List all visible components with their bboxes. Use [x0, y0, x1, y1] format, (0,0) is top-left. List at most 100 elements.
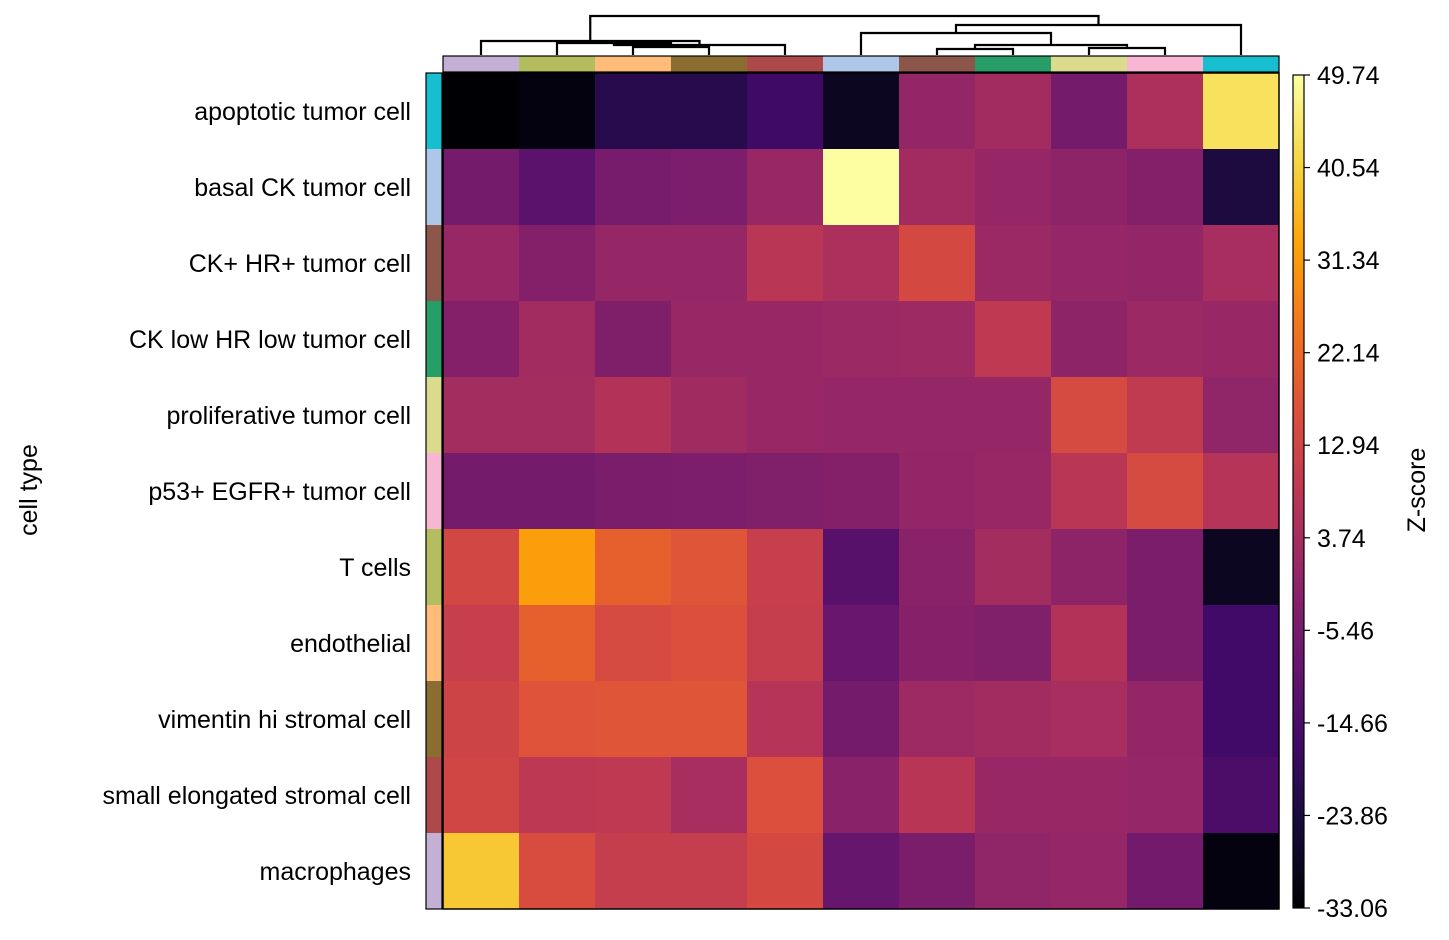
column-color-swatch [1203, 56, 1280, 72]
heatmap-cell [899, 681, 976, 758]
heatmap-cell [519, 73, 596, 150]
colorbar-tick-label: 40.54 [1317, 155, 1380, 183]
y-axis-label: cell type [15, 444, 43, 536]
row-color-swatch [426, 529, 442, 606]
heatmap-cell [1127, 529, 1204, 606]
heatmap-cell [1051, 301, 1128, 378]
heatmap-cell [1051, 453, 1128, 530]
heatmap-cell [823, 453, 900, 530]
row-color-swatch [426, 605, 442, 682]
column-color-swatch [1127, 56, 1204, 72]
row-color-swatch [426, 149, 442, 226]
heatmap-cell [747, 681, 824, 758]
heatmap-cell [899, 833, 976, 910]
heatmap-cell [671, 757, 748, 834]
heatmap-cell [1051, 757, 1128, 834]
heatmap-cell [443, 681, 520, 758]
heatmap-cell [1127, 301, 1204, 378]
heatmap-cell [747, 377, 824, 454]
heatmap-cell [1203, 73, 1280, 150]
heatmap-cell [1203, 377, 1280, 454]
heatmap-cell [747, 225, 824, 302]
heatmap-cell [823, 529, 900, 606]
heatmap-cell [1203, 225, 1280, 302]
heatmap-cell [519, 377, 596, 454]
heatmap-cell [519, 453, 596, 530]
colorbar-tick-label: 12.94 [1317, 432, 1380, 460]
heatmap-cell [899, 225, 976, 302]
row-label: p53+ EGFR+ tumor cell [148, 478, 411, 506]
heatmap-cell [519, 605, 596, 682]
heatmap-cell [975, 73, 1052, 150]
column-color-swatch [899, 56, 976, 72]
dendrogram-link [935, 47, 1015, 55]
heatmap-cell [823, 833, 900, 910]
column-dendrogram [479, 14, 1243, 55]
colorbar-tick-label: -23.86 [1317, 802, 1388, 830]
heatmap-cell [1203, 149, 1280, 226]
heatmap-cell [823, 605, 900, 682]
row-color-swatch [426, 681, 442, 758]
heatmap-cells [442, 72, 1280, 910]
heatmap-cell [671, 301, 748, 378]
heatmap-cell [671, 73, 748, 150]
heatmap-cell [519, 301, 596, 378]
heatmap-cell [1051, 833, 1128, 910]
heatmap-cell [899, 377, 976, 454]
heatmap-cell [519, 757, 596, 834]
row-label: apoptotic tumor cell [194, 98, 411, 126]
row-label: small elongated stromal cell [103, 782, 411, 810]
heatmap-cell [823, 301, 900, 378]
heatmap-cell [595, 453, 672, 530]
heatmap-cell [671, 377, 748, 454]
row-color-swatch [426, 453, 442, 530]
heatmap-cell [975, 681, 1052, 758]
heatmap-cell [595, 529, 672, 606]
heatmap-cell [595, 605, 672, 682]
column-color-bar [442, 55, 1280, 73]
column-color-swatch [519, 56, 596, 72]
heatmap-cell [747, 529, 824, 606]
heatmap-cell [443, 833, 520, 910]
colorbar-tick-label: 3.74 [1317, 525, 1366, 553]
column-color-swatch [1051, 56, 1128, 72]
colorbar-tick-label: -14.66 [1317, 710, 1388, 738]
colorbar: 49.74 40.54 31.34 22.14 12.94 3.74 -5.46 -14.66… [1292, 62, 1388, 923]
row-color-swatch [426, 301, 442, 378]
heatmap-cell [899, 301, 976, 378]
heatmap-cell [823, 149, 900, 226]
heatmap-cell [519, 529, 596, 606]
heatmap-cell [1051, 377, 1128, 454]
row-color-swatch [426, 757, 442, 834]
heatmap-cell [747, 149, 824, 226]
heatmap-cell [747, 605, 824, 682]
colorbar-gradient [1293, 75, 1304, 908]
heatmap-cell [1203, 681, 1280, 758]
row-label: endothelial [290, 630, 411, 658]
row-color-swatch [426, 73, 442, 150]
heatmap-cell [1127, 757, 1204, 834]
heatmap-cell [595, 301, 672, 378]
row-label: CK low HR low tumor cell [129, 326, 411, 354]
row-label: proliferative tumor cell [166, 402, 411, 430]
heatmap-cell [595, 681, 672, 758]
heatmap-cell [671, 225, 748, 302]
heatmap-cell [747, 301, 824, 378]
heatmap-cell [1203, 605, 1280, 682]
heatmap-cell [747, 73, 824, 150]
heatmap-cell [1051, 529, 1128, 606]
dendrogram-link [589, 14, 1100, 41]
column-color-swatch [443, 56, 520, 72]
heatmap-cell [595, 377, 672, 454]
row-label: macrophages [260, 858, 411, 886]
heatmap-cell [975, 605, 1052, 682]
heatmap-cell [975, 149, 1052, 226]
heatmap-cell [1051, 681, 1128, 758]
heatmap-cell [1203, 529, 1280, 606]
column-color-swatch [747, 56, 824, 72]
heatmap-cell [443, 453, 520, 530]
heatmap-cell [1127, 149, 1204, 226]
colorbar-tick-label: 22.14 [1317, 340, 1380, 368]
dendrogram-link [1087, 46, 1167, 55]
